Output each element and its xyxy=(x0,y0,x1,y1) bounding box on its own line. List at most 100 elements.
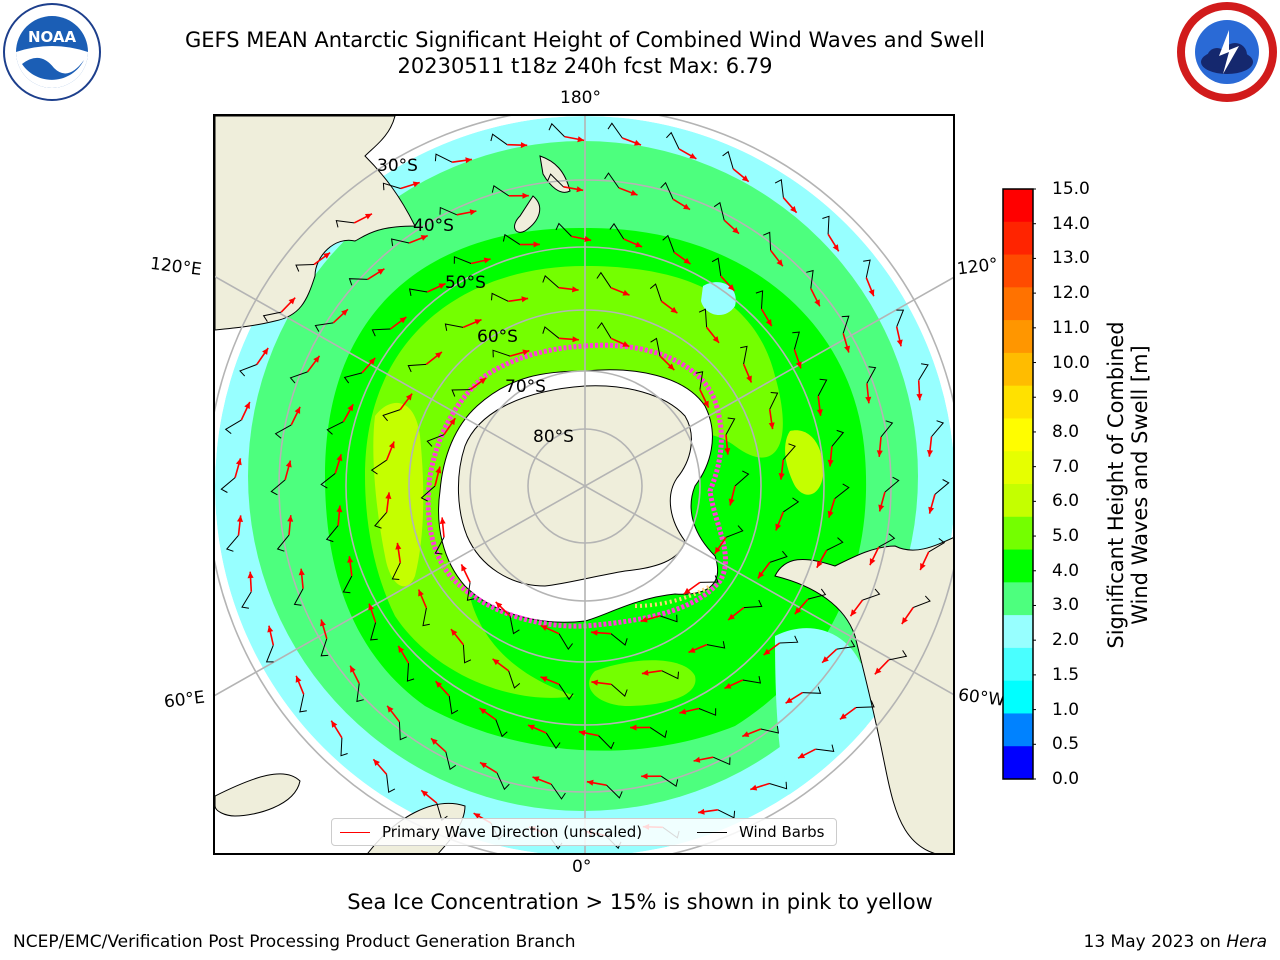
wind-barb xyxy=(391,238,410,246)
wave-arrow-head xyxy=(294,406,301,414)
wave-arrow-head xyxy=(822,656,829,663)
wind-barb xyxy=(224,419,242,434)
wind-barb xyxy=(550,783,566,800)
wind-barb xyxy=(426,434,445,447)
wave-arrow-head xyxy=(237,515,243,522)
wind-barb xyxy=(220,477,236,493)
wind-barb xyxy=(792,331,800,350)
wave-arrow-head xyxy=(522,192,529,199)
wind-barb xyxy=(734,470,750,487)
wave-arrow-head xyxy=(630,189,638,196)
colorbar-segment xyxy=(1003,418,1033,452)
colorbar-tick-label: 0.5 xyxy=(1052,734,1080,755)
wind-barb xyxy=(834,483,850,499)
wind-barb xyxy=(713,756,731,766)
wind-barb xyxy=(826,537,844,551)
wave-arrow-head xyxy=(480,762,487,769)
wind-barb xyxy=(370,622,378,641)
wave-arrow-head xyxy=(288,297,296,305)
wave-arrow-head xyxy=(418,589,424,597)
polar-map: 30°S 40°S 50°S 60°S 70°S 80°S xyxy=(213,114,955,855)
wave-arrow-head xyxy=(816,560,823,568)
map-legend: Primary Wave Direction (unscaled) Wind B… xyxy=(331,818,837,846)
wave-arrow-head xyxy=(732,227,739,234)
wave-arrow-head xyxy=(405,393,413,401)
wave-arrow-head xyxy=(785,697,793,704)
wind-barb xyxy=(610,683,628,697)
colorbar-tick-label: 11.0 xyxy=(1052,317,1090,338)
map-canvas: 30°S 40°S 50°S 60°S 70°S 80°S xyxy=(215,116,953,853)
wave-arrow-head xyxy=(572,336,579,343)
wave-arrow-head xyxy=(336,454,343,462)
wind-barb xyxy=(314,322,334,332)
wind-barb xyxy=(610,633,628,646)
wave-arrow-head xyxy=(479,377,487,385)
colorbar-tick-label: 0.0 xyxy=(1052,769,1080,789)
wind-barb xyxy=(386,774,396,793)
lon-label-0: 0° xyxy=(572,857,592,877)
wave-arrow-head xyxy=(347,404,354,412)
wind-barb xyxy=(659,614,678,623)
wave-arrow-head xyxy=(920,563,926,570)
wind-barb xyxy=(862,588,881,601)
wind-barb xyxy=(711,257,722,277)
wave-arrow-head xyxy=(473,813,481,819)
wave-arrow-head xyxy=(412,181,420,188)
wind-barb xyxy=(496,772,510,791)
wave-arrow-head xyxy=(388,441,395,449)
colorbar-segment xyxy=(1003,189,1033,223)
colorbar-tick-label: 7.0 xyxy=(1052,456,1080,477)
wind-barb xyxy=(822,215,830,235)
wind-barb xyxy=(662,234,675,253)
wind-barb xyxy=(462,644,472,664)
wave-arrow-head xyxy=(703,400,709,408)
wind-barb xyxy=(262,311,282,322)
wave-arrow-head xyxy=(365,213,372,220)
colorbar-segment xyxy=(1003,713,1033,747)
wave-arrow-head xyxy=(778,473,785,480)
wind-barb xyxy=(406,663,415,682)
wind-barb xyxy=(698,708,717,716)
wave-arrow-head xyxy=(814,299,820,307)
wind-barb xyxy=(666,131,680,150)
wave-arrow-head xyxy=(741,175,749,182)
wind-barb xyxy=(335,220,355,228)
wind-barb xyxy=(451,389,471,397)
wind-barb xyxy=(374,511,388,529)
lat-label-70: 70°S xyxy=(505,377,546,397)
colorbar-tick-label: 10.0 xyxy=(1052,352,1090,373)
colorbar-segment xyxy=(1003,484,1033,518)
wind-barb xyxy=(878,533,896,548)
wave-arrow-head xyxy=(622,341,630,347)
sea-ice-note: Sea Ice Concentration > 15% is shown in … xyxy=(347,890,933,914)
wave-arrow-head xyxy=(763,648,771,655)
colorbar-segment xyxy=(1003,647,1033,682)
wave-arrow-head xyxy=(622,289,630,296)
wind-barb xyxy=(609,222,625,240)
wind-barb xyxy=(542,275,560,289)
wind-barb xyxy=(508,670,521,689)
wind-barb xyxy=(422,607,430,627)
wind-barb xyxy=(783,497,800,513)
colorbar-segment xyxy=(1003,385,1033,419)
colorbar-tick-label: 12.0 xyxy=(1052,283,1090,304)
wind-barb xyxy=(408,288,428,296)
wind-barb xyxy=(918,363,929,381)
wave-arrow-head xyxy=(768,422,775,430)
wave-arrow-head xyxy=(868,289,875,297)
wave-arrow-head xyxy=(438,283,446,289)
colorbar-tick-label: 1.5 xyxy=(1052,664,1080,685)
wind-barb xyxy=(769,781,788,790)
colorbar-segment xyxy=(1003,221,1033,256)
wind-barb xyxy=(270,479,286,496)
wind-barb xyxy=(548,122,565,137)
wind-barb xyxy=(763,231,772,251)
wave-arrow-head xyxy=(832,244,839,252)
wave-arrow-head xyxy=(347,556,354,563)
land-new-zealand-north xyxy=(539,155,571,193)
wave-arrow-head xyxy=(775,523,782,531)
wind-barb xyxy=(660,181,674,200)
wave-arrow-head xyxy=(794,607,802,615)
wind-barb xyxy=(760,726,779,734)
land-madagascar xyxy=(215,773,301,817)
